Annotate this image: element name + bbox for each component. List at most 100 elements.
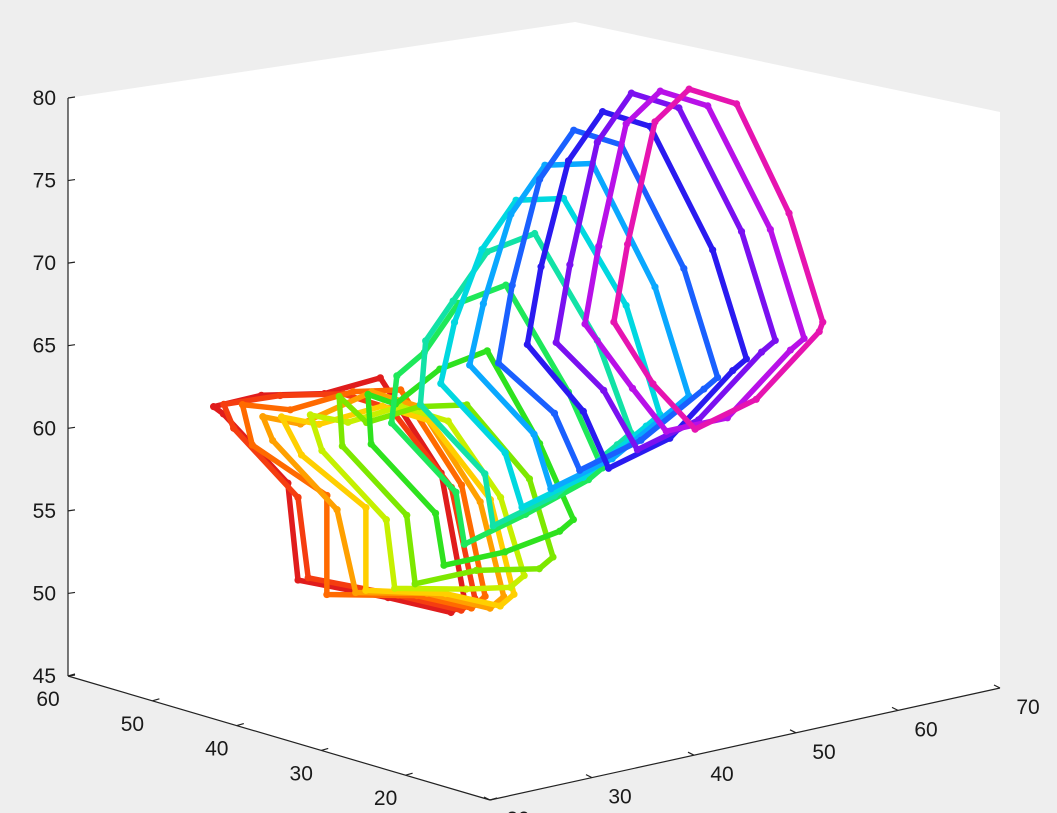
x-tick-label: 30 [608,786,631,809]
data-point [249,441,256,448]
data-point [599,108,606,115]
data-point [497,494,504,501]
z-tick-label: 65 [33,335,56,358]
data-point [675,104,682,111]
data-point [391,585,398,592]
data-point [566,261,573,268]
z-tick-label: 80 [33,87,56,110]
data-point [333,506,340,513]
data-point [383,516,390,523]
data-point [556,528,563,535]
data-point [239,401,246,408]
data-point [738,228,745,235]
data-point [801,335,808,342]
z-tick-label: 60 [33,417,56,440]
data-point [210,403,217,410]
data-point [362,504,369,511]
data-point [536,176,543,183]
data-point [714,374,721,381]
data-point [287,406,294,413]
data-point [531,230,538,237]
z-tick-label: 70 [33,252,56,275]
data-point [502,449,509,456]
data-point [819,319,826,326]
data-point [580,408,587,415]
y-tick-label: 40 [205,738,228,761]
data-point [450,297,457,304]
data-point [524,341,531,348]
data-point [549,553,556,560]
data-point [537,263,544,270]
data-point [610,318,617,325]
data-point [339,442,346,449]
data-point [663,428,670,435]
data-point [547,485,554,492]
data-point [484,347,491,354]
data-point [276,392,283,399]
z-tick-label: 45 [33,665,56,688]
data-point [323,591,330,598]
data-point [269,437,276,444]
data-point [536,565,543,572]
data-point [463,586,470,593]
data-point [432,510,439,517]
data-point [767,226,774,233]
data-point [600,387,607,394]
data-point [461,541,468,548]
data-point [510,591,517,598]
data-point [729,367,736,374]
data-point [318,447,325,454]
data-point [657,88,664,95]
data-point [570,516,577,523]
axes-background [68,22,1000,800]
data-point [787,347,794,354]
data-point [553,339,560,346]
y-tick-label: 50 [121,713,144,736]
z-tick-label: 50 [33,582,56,605]
data-point [490,522,497,529]
data-point [466,361,473,368]
data-point [437,380,444,387]
data-point [230,425,237,432]
data-point [758,349,765,356]
data-point [388,419,395,426]
data-point [743,355,750,362]
data-point [704,102,711,109]
data-point [628,90,635,97]
data-point [709,246,716,253]
y-tick-label: 60 [36,688,59,711]
data-point [336,393,343,400]
data-point [278,413,285,420]
x-tick-label: 70 [1016,696,1039,719]
data-point [680,265,687,272]
data-point [298,451,305,458]
data-point [605,465,612,472]
data-point [480,300,487,307]
data-point [307,411,314,418]
data-point [477,498,484,505]
data-point [551,410,558,417]
y-tick-label: 30 [290,762,313,785]
data-point [594,139,601,146]
data-point [377,374,384,381]
data-point [570,127,577,134]
data-point [565,157,572,164]
x-tick-label: 40 [710,763,733,786]
data-point [440,562,447,569]
data-point [445,418,452,425]
data-point [700,386,707,393]
y-tick-label: 20 [374,787,397,810]
data-point [816,328,823,335]
data-point [478,246,485,253]
data-point [497,602,504,609]
x-tick-label: 60 [914,718,937,741]
data-point [509,282,516,289]
data-point [473,567,480,574]
data-point [364,391,371,398]
data-point [352,589,359,596]
data-point [403,512,410,519]
data-point [595,243,602,250]
data-point [651,283,658,290]
